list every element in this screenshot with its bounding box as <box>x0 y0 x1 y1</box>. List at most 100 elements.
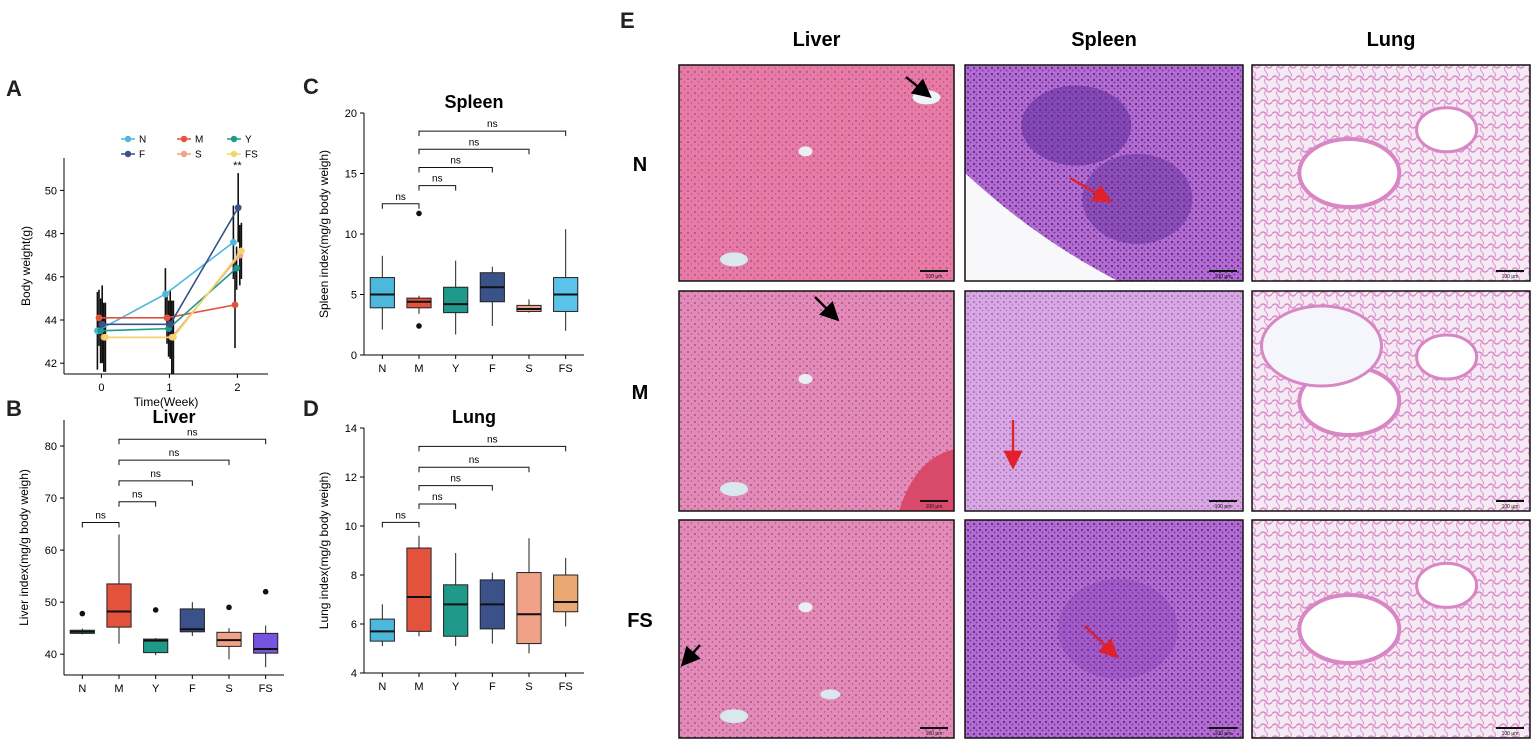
significance-bracket <box>418 130 567 137</box>
significance-label: ns <box>432 492 443 503</box>
data-point-f <box>234 204 242 212</box>
significance-label: ns <box>469 137 480 148</box>
y-axis-label: Body weight(g) <box>19 226 33 306</box>
chart-liver-index: Liver 40 50 60 70 80 Liver index(mg/g body wei… <box>17 407 284 695</box>
x-tick-label: N <box>378 681 386 693</box>
chart-lung-index: Lung 4 6 8 10 12 14 Lung index(mg/g body weigh)… <box>317 407 584 693</box>
x-tick-label: 0 <box>98 382 104 394</box>
data-point-fs <box>170 333 177 341</box>
x-tick-label: N <box>378 363 386 375</box>
arrow-liver-m <box>814 296 840 322</box>
legend-marker-fs <box>230 150 238 158</box>
data-point-y <box>97 327 104 335</box>
legend-label-n: N <box>139 135 146 146</box>
image-border <box>1251 290 1531 512</box>
histology-image-n-liver: 100 μm <box>678 64 955 282</box>
legend-label-y: Y <box>245 135 252 146</box>
scale-bar-label: 100 μm <box>1215 731 1232 737</box>
y-tick-label: 40 <box>45 649 57 661</box>
box-m <box>406 547 432 632</box>
x-tick-label: F <box>489 681 496 693</box>
histology-image-n-lung: 100 μm <box>1251 64 1531 282</box>
scale-bar-label: 100 μm <box>926 731 943 737</box>
data-point-n <box>230 238 237 246</box>
scale-bar-label: 100 μm <box>1215 274 1232 280</box>
airway-lumen <box>1415 333 1479 381</box>
y-tick-label: 48 <box>45 229 57 241</box>
chart-body-weight: 42 44 46 48 50 0 1 2 Time(Week) Body weight(g) N M Y… <box>19 135 268 409</box>
significance-bracket <box>418 148 530 155</box>
vessel-lumen <box>720 252 748 267</box>
outlier-y <box>152 607 159 613</box>
y-axis-label: Lung index(mg/g body weigh) <box>317 472 331 629</box>
significance-label: ns <box>395 192 406 203</box>
significance-bracket <box>118 459 230 466</box>
image-border <box>964 519 1244 739</box>
legend-marker-m <box>180 135 188 143</box>
data-point-m <box>95 314 103 322</box>
x-axis-label: Time(Week) <box>134 395 199 409</box>
vessel-lumen <box>720 482 748 496</box>
x-tick-label: M <box>414 681 423 693</box>
histology-image-fs-liver: 100 μm <box>678 519 955 739</box>
legend-marker-s <box>180 150 188 158</box>
significance-label: ns <box>150 469 161 480</box>
x-tick-label: S <box>525 363 532 375</box>
column-header-spleen: Spleen <box>1071 29 1137 51</box>
significance-bracket <box>118 480 193 486</box>
data-point-m <box>231 301 239 309</box>
panel-letter-e: E <box>620 8 635 33</box>
image-border <box>1251 64 1531 282</box>
legend-label-fs: FS <box>245 150 258 161</box>
y-tick-label: 44 <box>45 315 57 327</box>
histology-image-n-spleen: 100 μm <box>964 64 1244 282</box>
outlier-n <box>79 610 86 617</box>
y-tick-label: 4 <box>351 668 357 680</box>
scale-bar-label: 100 μm <box>1502 504 1519 510</box>
histology-image-m-lung: 100 μm <box>1251 290 1531 512</box>
significance-bracket <box>418 503 457 509</box>
y-tick-label: 46 <box>45 272 57 284</box>
airway-lumen <box>1297 593 1402 665</box>
y-tick-label: 0 <box>351 350 357 362</box>
significance-label: ns <box>450 474 461 485</box>
tissue-texture <box>965 520 1243 738</box>
histology-image-m-liver: 100 μm <box>678 290 955 512</box>
panel-letter-a: A <box>6 76 22 101</box>
x-tick-label: F <box>189 683 196 695</box>
image-border <box>678 519 955 739</box>
column-header-lung: Lung <box>1367 29 1416 51</box>
row-label-m: M <box>632 382 649 404</box>
tissue-texture <box>679 65 954 281</box>
outlier-s <box>226 604 232 611</box>
outlier-m <box>416 210 422 217</box>
white-pulp <box>1082 153 1193 244</box>
x-tick-label: Y <box>452 681 460 693</box>
significance-bracket <box>418 466 530 473</box>
scale-bar-label: 100 μm <box>1502 274 1519 280</box>
significance-label: ns <box>132 490 143 501</box>
image-border <box>678 64 955 282</box>
histology-image-m-spleen: 100 μm <box>964 290 1244 512</box>
x-tick-label: S <box>225 683 232 695</box>
scale-bar-label: 100 μm <box>926 504 943 510</box>
significance-bracket <box>418 166 493 173</box>
y-tick-label: 10 <box>345 521 357 533</box>
legend-marker-f <box>124 150 132 158</box>
column-header-liver: Liver <box>793 29 841 51</box>
x-tick-label: Y <box>152 683 160 695</box>
y-tick-label: 70 <box>45 493 57 505</box>
x-tick-label: 1 <box>166 382 172 394</box>
significance-bracket <box>418 445 567 452</box>
airway-lumen <box>1415 561 1479 609</box>
scale-bar-label: 100 μm <box>926 274 943 280</box>
legend-label-m: M <box>195 135 203 146</box>
x-tick-label: 2 <box>234 382 240 394</box>
vessel-lumen <box>720 709 748 724</box>
y-tick-label: 14 <box>345 423 357 435</box>
y-tick-label: 8 <box>351 570 357 582</box>
histology-image-fs-spleen: 100 μm <box>964 519 1244 739</box>
box-m <box>106 583 132 628</box>
chart-spleen-index: Spleen 0 5 10 15 20 Spleen index(mg/g body wei… <box>317 92 584 375</box>
